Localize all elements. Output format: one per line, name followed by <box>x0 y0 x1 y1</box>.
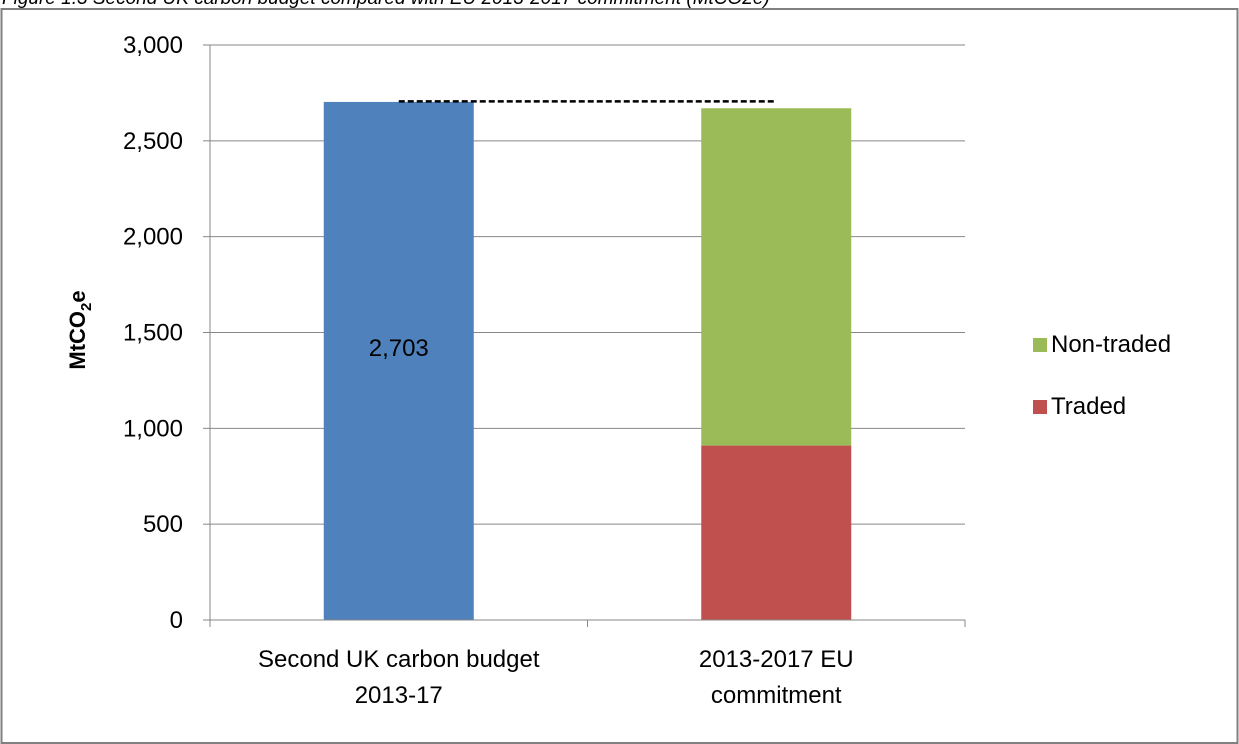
bar-segment-non-traded <box>701 108 852 446</box>
y-tick-label: 2,000 <box>123 224 183 251</box>
bars: 2,703 <box>323 100 852 621</box>
x-category-label: commitment <box>711 682 842 709</box>
figure-caption: Figure 1.3 Second UK carbon budget compa… <box>2 0 770 9</box>
x-category-label: 2013-2017 EU <box>699 646 854 673</box>
y-axis-title-main: MtCO <box>65 311 90 370</box>
legend-swatch <box>1033 400 1047 414</box>
axis-labels: 0 500 1,000 1,500 2,000 2,500 3,000 Second UK c… <box>123 32 854 709</box>
x-category-label: 2013-17 <box>355 682 443 709</box>
y-tick-label: 3,000 <box>123 32 183 59</box>
y-tick-label: 1,000 <box>123 415 183 442</box>
y-tick-label: 500 <box>143 511 183 538</box>
x-category-label: Second UK carbon budget <box>258 646 540 673</box>
legend-label: Traded <box>1051 393 1126 420</box>
figure-caption-strip: Figure 1.3 Second UK carbon budget compa… <box>0 0 1239 9</box>
bar-data-label: 2,703 <box>369 335 429 362</box>
y-axis-title: MtCO2e <box>65 290 95 369</box>
legend: Non-traded Traded <box>1033 331 1171 420</box>
legend-swatch <box>1033 338 1047 352</box>
y-tick-label: 1,500 <box>123 320 183 347</box>
y-axis-title-tail: e <box>65 290 90 302</box>
y-tick-label: 0 <box>170 607 183 634</box>
legend-label: Non-traded <box>1051 331 1171 358</box>
axes <box>203 44 966 627</box>
bar-segment-uk-budget <box>323 101 474 621</box>
bar-segment-traded <box>701 445 852 620</box>
chart-frame <box>0 8 1239 744</box>
y-tick-label: 2,500 <box>123 128 183 155</box>
y-axis-title-subscript: 2 <box>78 303 95 311</box>
